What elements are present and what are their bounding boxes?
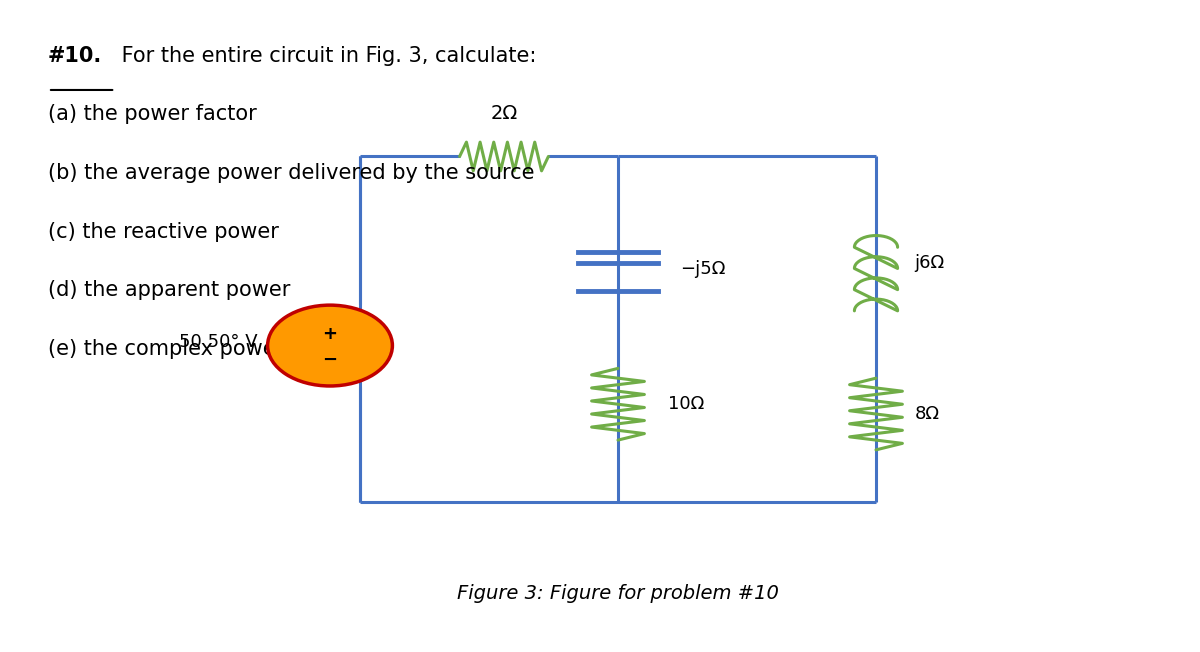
Text: 50 50° V: 50 50° V bbox=[179, 333, 258, 351]
Text: −j5Ω: −j5Ω bbox=[680, 260, 726, 278]
Text: +: + bbox=[323, 325, 337, 343]
Text: j6Ω: j6Ω bbox=[914, 254, 944, 272]
Text: (e) the complex power: (e) the complex power bbox=[48, 339, 284, 359]
Text: 2Ω: 2Ω bbox=[491, 104, 517, 123]
Text: −: − bbox=[323, 351, 337, 369]
Text: 10Ω: 10Ω bbox=[668, 395, 704, 413]
Ellipse shape bbox=[268, 305, 392, 386]
Text: For the entire circuit in Fig. 3, calculate:: For the entire circuit in Fig. 3, calcul… bbox=[115, 46, 536, 66]
Text: #10.: #10. bbox=[48, 46, 102, 66]
Text: Figure 3: Figure for problem #10: Figure 3: Figure for problem #10 bbox=[457, 584, 779, 603]
Text: (d) the apparent power: (d) the apparent power bbox=[48, 280, 290, 301]
Text: 8Ω: 8Ω bbox=[914, 405, 940, 423]
Text: (c) the reactive power: (c) the reactive power bbox=[48, 222, 278, 242]
Text: (a) the power factor: (a) the power factor bbox=[48, 104, 257, 125]
Text: (b) the average power delivered by the source: (b) the average power delivered by the s… bbox=[48, 163, 534, 183]
